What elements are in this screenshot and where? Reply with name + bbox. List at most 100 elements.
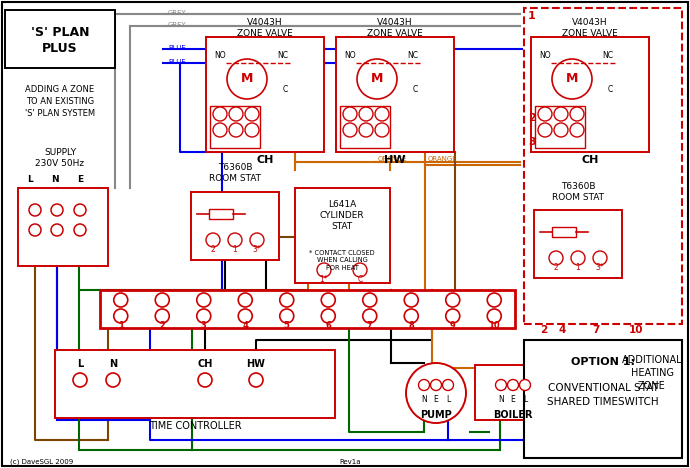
Circle shape bbox=[74, 204, 86, 216]
Text: 2: 2 bbox=[553, 263, 558, 272]
Circle shape bbox=[359, 107, 373, 121]
Circle shape bbox=[442, 380, 453, 390]
Text: C: C bbox=[357, 276, 363, 285]
Text: C: C bbox=[607, 85, 613, 94]
Circle shape bbox=[593, 251, 607, 265]
Text: L: L bbox=[523, 395, 527, 403]
Text: 7: 7 bbox=[367, 321, 373, 329]
Circle shape bbox=[238, 293, 253, 307]
Text: 2: 2 bbox=[210, 246, 215, 255]
Text: V4043H
ZONE VALVE: V4043H ZONE VALVE bbox=[562, 18, 618, 38]
Circle shape bbox=[197, 309, 210, 323]
Text: NC: NC bbox=[407, 51, 418, 59]
Text: 5: 5 bbox=[284, 321, 290, 329]
Circle shape bbox=[487, 309, 501, 323]
Text: M: M bbox=[371, 73, 383, 86]
Text: 3*: 3* bbox=[253, 246, 262, 255]
Text: HW: HW bbox=[384, 155, 406, 165]
Text: 3*: 3* bbox=[595, 263, 604, 272]
Text: ADDITIONAL
HEATING
ZONE: ADDITIONAL HEATING ZONE bbox=[622, 355, 682, 391]
Text: 9: 9 bbox=[450, 321, 455, 329]
Circle shape bbox=[363, 293, 377, 307]
Text: ADDING A ZONE
TO AN EXISTING
'S' PLAN SYSTEM: ADDING A ZONE TO AN EXISTING 'S' PLAN SY… bbox=[25, 85, 95, 117]
Circle shape bbox=[155, 309, 169, 323]
Circle shape bbox=[419, 380, 429, 390]
Text: (c) DaveSGL 2009: (c) DaveSGL 2009 bbox=[10, 459, 73, 465]
Circle shape bbox=[249, 373, 263, 387]
Circle shape bbox=[343, 123, 357, 137]
Bar bbox=[100, 290, 515, 328]
Circle shape bbox=[51, 224, 63, 236]
Circle shape bbox=[404, 293, 418, 307]
Bar bbox=[5, 10, 115, 68]
Bar bbox=[191, 192, 279, 260]
Circle shape bbox=[114, 293, 128, 307]
Circle shape bbox=[322, 293, 335, 307]
Circle shape bbox=[495, 380, 506, 390]
Circle shape bbox=[206, 233, 220, 247]
Text: C: C bbox=[282, 85, 288, 94]
Bar bbox=[55, 350, 335, 418]
Text: CH: CH bbox=[197, 359, 213, 369]
Text: 'S' PLAN
PLUS: 'S' PLAN PLUS bbox=[31, 25, 89, 54]
Text: GREY: GREY bbox=[168, 22, 187, 28]
Circle shape bbox=[538, 107, 552, 121]
Bar bbox=[524, 340, 682, 458]
Text: OPTION 1:: OPTION 1: bbox=[571, 357, 635, 367]
Circle shape bbox=[520, 380, 531, 390]
Text: 3: 3 bbox=[528, 137, 535, 147]
Circle shape bbox=[29, 224, 41, 236]
Text: NC: NC bbox=[277, 51, 288, 59]
Text: 3: 3 bbox=[201, 321, 206, 329]
Text: BLUE: BLUE bbox=[168, 59, 186, 65]
Text: BOILER: BOILER bbox=[493, 410, 533, 420]
Text: C: C bbox=[413, 85, 417, 94]
Text: GREY: GREY bbox=[168, 10, 187, 16]
Text: 1*: 1* bbox=[319, 276, 328, 285]
Circle shape bbox=[213, 123, 227, 137]
Circle shape bbox=[73, 373, 87, 387]
Text: * CONTACT CLOSED
WHEN CALLING
FOR HEAT: * CONTACT CLOSED WHEN CALLING FOR HEAT bbox=[309, 250, 375, 271]
Text: SUPPLY
230V 50Hz: SUPPLY 230V 50Hz bbox=[35, 148, 85, 168]
Bar bbox=[18, 188, 108, 266]
Text: 2: 2 bbox=[528, 113, 535, 123]
Circle shape bbox=[229, 123, 243, 137]
Bar bbox=[475, 365, 551, 420]
Text: L: L bbox=[77, 359, 83, 369]
Text: 4: 4 bbox=[242, 321, 248, 329]
Circle shape bbox=[155, 293, 169, 307]
Text: 1: 1 bbox=[575, 263, 580, 272]
Text: 10: 10 bbox=[489, 321, 500, 329]
Circle shape bbox=[106, 373, 120, 387]
Bar bbox=[524, 8, 682, 324]
Bar bbox=[336, 37, 454, 152]
Text: NO: NO bbox=[344, 51, 355, 59]
Text: 2: 2 bbox=[540, 325, 548, 335]
Circle shape bbox=[375, 107, 389, 121]
Circle shape bbox=[446, 309, 460, 323]
Circle shape bbox=[228, 233, 242, 247]
Circle shape bbox=[322, 309, 335, 323]
Circle shape bbox=[279, 309, 294, 323]
Bar bbox=[534, 210, 622, 278]
Circle shape bbox=[29, 204, 41, 216]
Bar bbox=[552, 227, 576, 237]
Text: L: L bbox=[27, 175, 33, 184]
Circle shape bbox=[279, 293, 294, 307]
Text: V4043H
ZONE VALVE: V4043H ZONE VALVE bbox=[237, 18, 293, 38]
Text: 8: 8 bbox=[408, 321, 414, 329]
Circle shape bbox=[198, 373, 212, 387]
Text: L641A
CYLINDER
STAT: L641A CYLINDER STAT bbox=[319, 200, 364, 231]
Text: NC: NC bbox=[602, 51, 613, 59]
Text: PUMP: PUMP bbox=[420, 410, 452, 420]
Bar bbox=[535, 106, 585, 148]
Circle shape bbox=[343, 107, 357, 121]
Text: 2: 2 bbox=[159, 321, 165, 329]
Text: 6: 6 bbox=[325, 321, 331, 329]
Circle shape bbox=[317, 263, 331, 277]
Text: 1: 1 bbox=[118, 321, 124, 329]
Circle shape bbox=[227, 59, 267, 99]
Bar bbox=[295, 188, 390, 283]
Circle shape bbox=[363, 309, 377, 323]
Circle shape bbox=[51, 204, 63, 216]
